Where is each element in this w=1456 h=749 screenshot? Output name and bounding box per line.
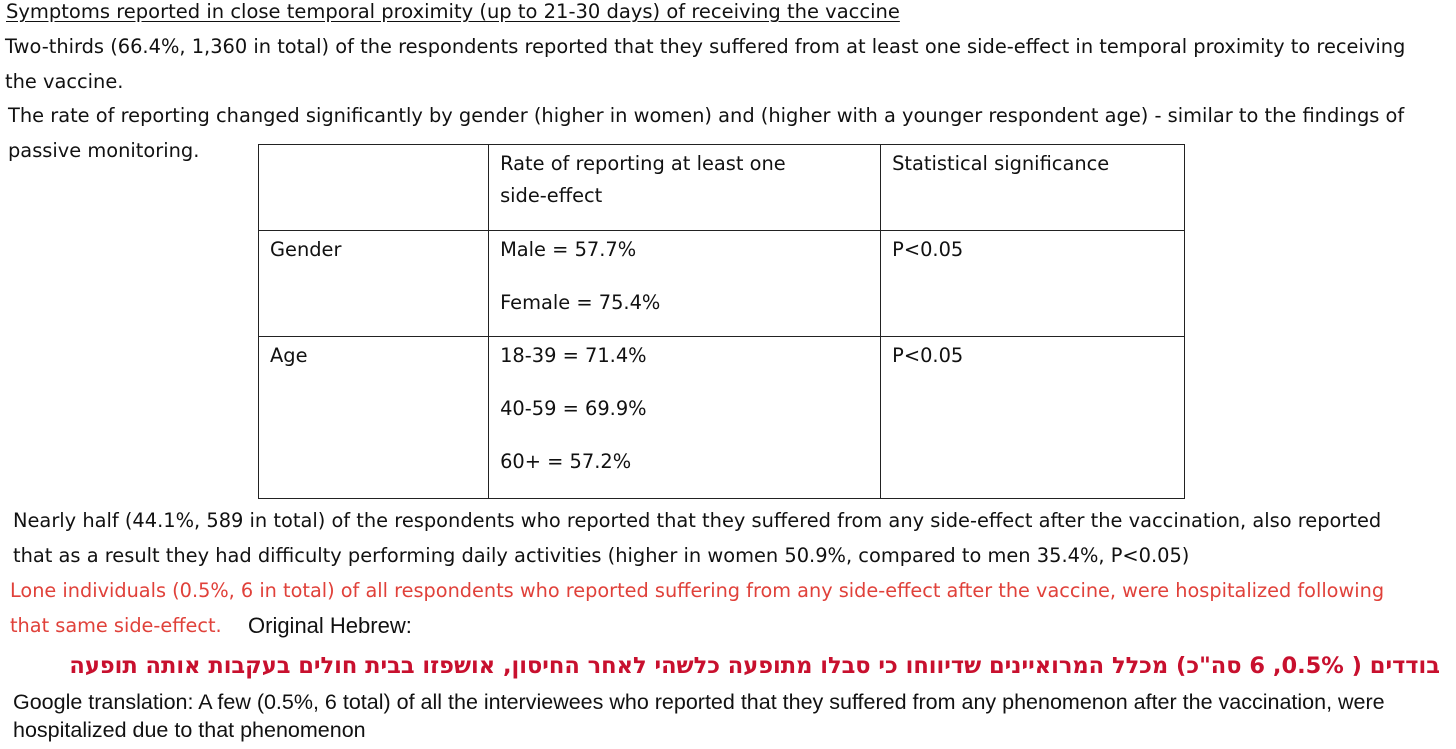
table-header-row: Rate of reporting at least one side-effe… (257, 144, 1185, 231)
rate-value-age-40-59: 40-59 = 69.9% (500, 397, 647, 420)
table-header-empty-cell (257, 144, 490, 231)
rate-paragraph-line-2: passive monitoring. (8, 139, 200, 162)
hebrew-original-text: בודדים ( 0.5%, 6 סה"כ) מכלל המרואיינים ש… (69, 653, 1440, 679)
table-row-gender: Gender Male = 57.7% Female = 75.4% P<0.0… (257, 230, 1185, 337)
rate-value-age-18-39: 18-39 = 71.4% (500, 344, 647, 367)
row-label-cell: Gender (257, 230, 490, 337)
significance-value-gender: P<0.05 (892, 238, 964, 261)
table-header-rate-line-2: side-effect (500, 184, 603, 207)
table-header-rate-cell: Rate of reporting at least one side-effe… (488, 144, 882, 231)
table-header-significance: Statistical significance (892, 152, 1110, 175)
table-header-significance-cell: Statistical significance (880, 144, 1185, 231)
table-header-rate-line-1: Rate of reporting at least one (500, 152, 786, 175)
rate-value-male: Male = 57.7% (500, 238, 637, 261)
rate-value-age-60-plus: 60+ = 57.2% (500, 450, 632, 473)
row-label-gender: Gender (270, 238, 342, 261)
summary-paragraph-line-2: the vaccine. (5, 70, 124, 93)
rate-value-female: Female = 75.4% (500, 291, 661, 314)
significance-value-age: P<0.05 (892, 344, 964, 367)
rate-cell: Male = 57.7% Female = 75.4% (488, 230, 882, 337)
summary-paragraph-line-1: Two-thirds (66.4%, 1,360 in total) of th… (5, 35, 1406, 58)
row-label-age: Age (270, 344, 308, 367)
row-label-cell: Age (257, 336, 490, 499)
hospitalized-paragraph-line-2: that same side-effect. (10, 614, 222, 637)
side-effect-rate-table: Rate of reporting at least one side-effe… (257, 144, 1185, 499)
section-heading: Symptoms reported in close temporal prox… (6, 0, 900, 23)
daily-activities-paragraph-line-1: Nearly half (44.1%, 589 in total) of the… (13, 509, 1382, 532)
hospitalized-paragraph-line-1: Lone individuals (0.5%, 6 in total) of a… (10, 579, 1385, 602)
original-hebrew-label: Original Hebrew: (248, 613, 412, 638)
google-translation-text: Google translation: A few (0.5%, 6 total… (13, 690, 1385, 742)
rate-paragraph-line-1: The rate of reporting changed significan… (8, 104, 1405, 127)
significance-cell: P<0.05 (880, 230, 1185, 337)
significance-cell: P<0.05 (880, 336, 1185, 499)
table-row-age: Age 18-39 = 71.4% 40-59 = 69.9% 60+ = 57… (257, 336, 1185, 499)
daily-activities-paragraph-line-2: that as a result they had difficulty per… (13, 544, 1190, 567)
rate-cell: 18-39 = 71.4% 40-59 = 69.9% 60+ = 57.2% (488, 336, 882, 499)
